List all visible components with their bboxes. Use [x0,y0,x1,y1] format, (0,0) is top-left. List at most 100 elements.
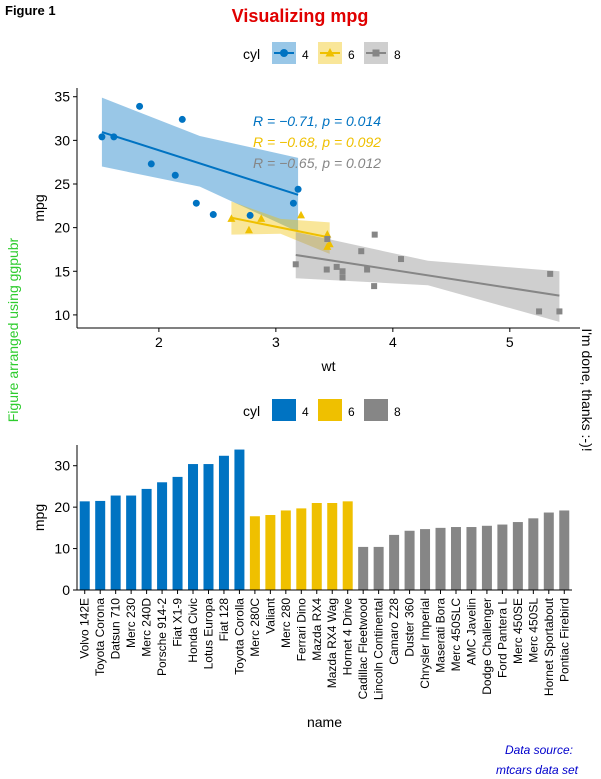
bar-volvo-142e [79,501,90,590]
x-tick-label: Lotus Europa [201,598,215,670]
point-cyl-4 [209,211,217,219]
y-tick-label: 0 [62,582,70,598]
confidence-band-cyl-8 [295,232,560,322]
bar-legend: cyl 4 6 8 [243,399,401,421]
y-tick-label: 15 [54,263,70,279]
bar-pontiac-firebird [559,510,570,590]
legend-key-cyl-8 [364,399,388,421]
point-cyl-6 [297,210,306,219]
point-cyl-6 [244,225,253,234]
figure-label: Figure 1 [5,3,56,18]
point-cyl-8 [323,266,330,273]
point-cyl-8 [398,256,405,263]
x-tick-label: Valiant [263,597,277,633]
point-cyl-6 [227,214,236,222]
x-tick-label: AMC Javelin [464,598,478,665]
point-cyl-4 [294,185,302,193]
correlation-annotation-cyl-6: R = −0.68, p = 0.092 [253,134,381,150]
x-tick-label: Maserati Bora [434,598,448,673]
bar-ford-pantera-l [497,524,508,590]
y-tick-label: 25 [54,176,70,192]
x-tick-label: Fiat 128 [217,598,231,642]
bar-fiat-x1-9 [172,476,183,590]
source-line-2: mtcars data set [496,763,579,777]
bar-merc-280c [249,516,260,590]
x-tick-label: 3 [272,334,280,350]
point-cyl-4 [98,133,106,141]
bar-hornet-4-drive [342,501,353,590]
bar-maserati-bora [435,527,446,590]
legend-label-cyl-6: 6 [348,48,355,62]
bar-fiat-128 [218,455,229,590]
scatter-legend: cyl 4 6 8 [243,42,401,64]
x-tick-label: Toyota Corona [93,598,107,676]
scatter-plot: 2 3 4 5 10 15 20 25 30 35 wt mpg R = −0.71, p = 0.01… [31,88,580,374]
point-cyl-6 [257,214,266,222]
bar-lotus-europa [203,464,214,590]
bar-chrysler-imperial [420,529,431,590]
x-tick-label: 5 [506,334,514,350]
x-tick-label: Datsun 710 [109,598,123,660]
x-tick-label: Honda Civic [186,598,200,663]
legend-key-cyl-6 [318,399,342,421]
bar-ferrari-dino [296,508,307,590]
right-caption: I'm done, thanks :-)! [579,328,595,451]
y-tick-label: 20 [54,499,70,515]
y-tick-label: 10 [54,541,70,557]
legend-title: cyl [243,46,260,62]
point-cyl-4 [246,211,254,219]
bar-mazda-rx4 [311,503,322,590]
y-tick-label: 20 [54,220,70,236]
x-tick-label: Volvo 142E [78,598,92,659]
bar-merc-230 [126,495,137,590]
bar-porsche-914-2 [157,482,168,590]
point-cyl-4 [192,199,200,207]
correlation-annotation-cyl-4: R = −0.71, p = 0.014 [253,113,381,129]
left-caption: Figure arranged using ggpubr [5,237,21,422]
bar-merc-240d [141,488,152,590]
point-cyl-8 [333,263,340,270]
bar-merc-280 [280,510,291,590]
bar-plot: 0 10 20 30 Volvo 142E Toyota Corona Datsun 710… [31,445,572,730]
point-cyl-4 [147,160,155,168]
bar-merc-450sl [528,518,539,590]
x-tick-label: Merc 280 [279,598,293,648]
point-cyl-8 [358,248,365,255]
confidence-band-cyl-4 [101,97,299,232]
point-cyl-8 [556,308,563,315]
x-tick-label: Hornet 4 Drive [341,598,355,676]
regression-line-cyl-6 [231,216,330,239]
y-axis-title: mpg [31,504,47,531]
x-tick-label: Chrysler Imperial [418,598,432,689]
regression-line-cyl-8 [295,253,560,297]
y-axis-title: mpg [31,194,47,221]
bar-hornet-sportabout [543,512,554,590]
point-cyl-8 [547,270,554,277]
point-cyl-8 [292,261,299,268]
point-cyl-8 [371,283,378,290]
legend-title: cyl [243,403,260,419]
bar-honda-civic [188,464,199,590]
figure-title: Visualizing mpg [232,6,369,26]
legend-label-cyl-6: 6 [348,405,355,419]
y-tick-label: 10 [54,307,70,323]
point-cyl-4 [171,171,179,179]
bar-duster-360 [404,530,415,590]
legend-label-cyl-4: 4 [302,405,309,419]
legend-marker-cyl-8 [372,49,380,57]
x-tick-label: Fiat X1-9 [171,598,185,647]
bar-datsun-710 [110,495,121,590]
x-tick-label: Lincoln Continental [372,598,386,700]
x-axis-title: name [307,714,342,730]
source-line-1: Data source: [505,743,573,757]
x-tick-label: 4 [389,334,397,350]
x-tick-label: Merc 450SL [526,598,540,663]
bar-lincoln-continental [373,546,384,590]
x-tick-label: Camaro Z28 [387,598,401,665]
bar-valiant [265,515,276,590]
x-tick-label: Ford Pantera L [495,598,509,678]
x-tick-label: Cadillac Fleetwood [356,598,370,699]
point-cyl-8 [364,266,371,273]
bar-camaro-z28 [389,534,400,590]
